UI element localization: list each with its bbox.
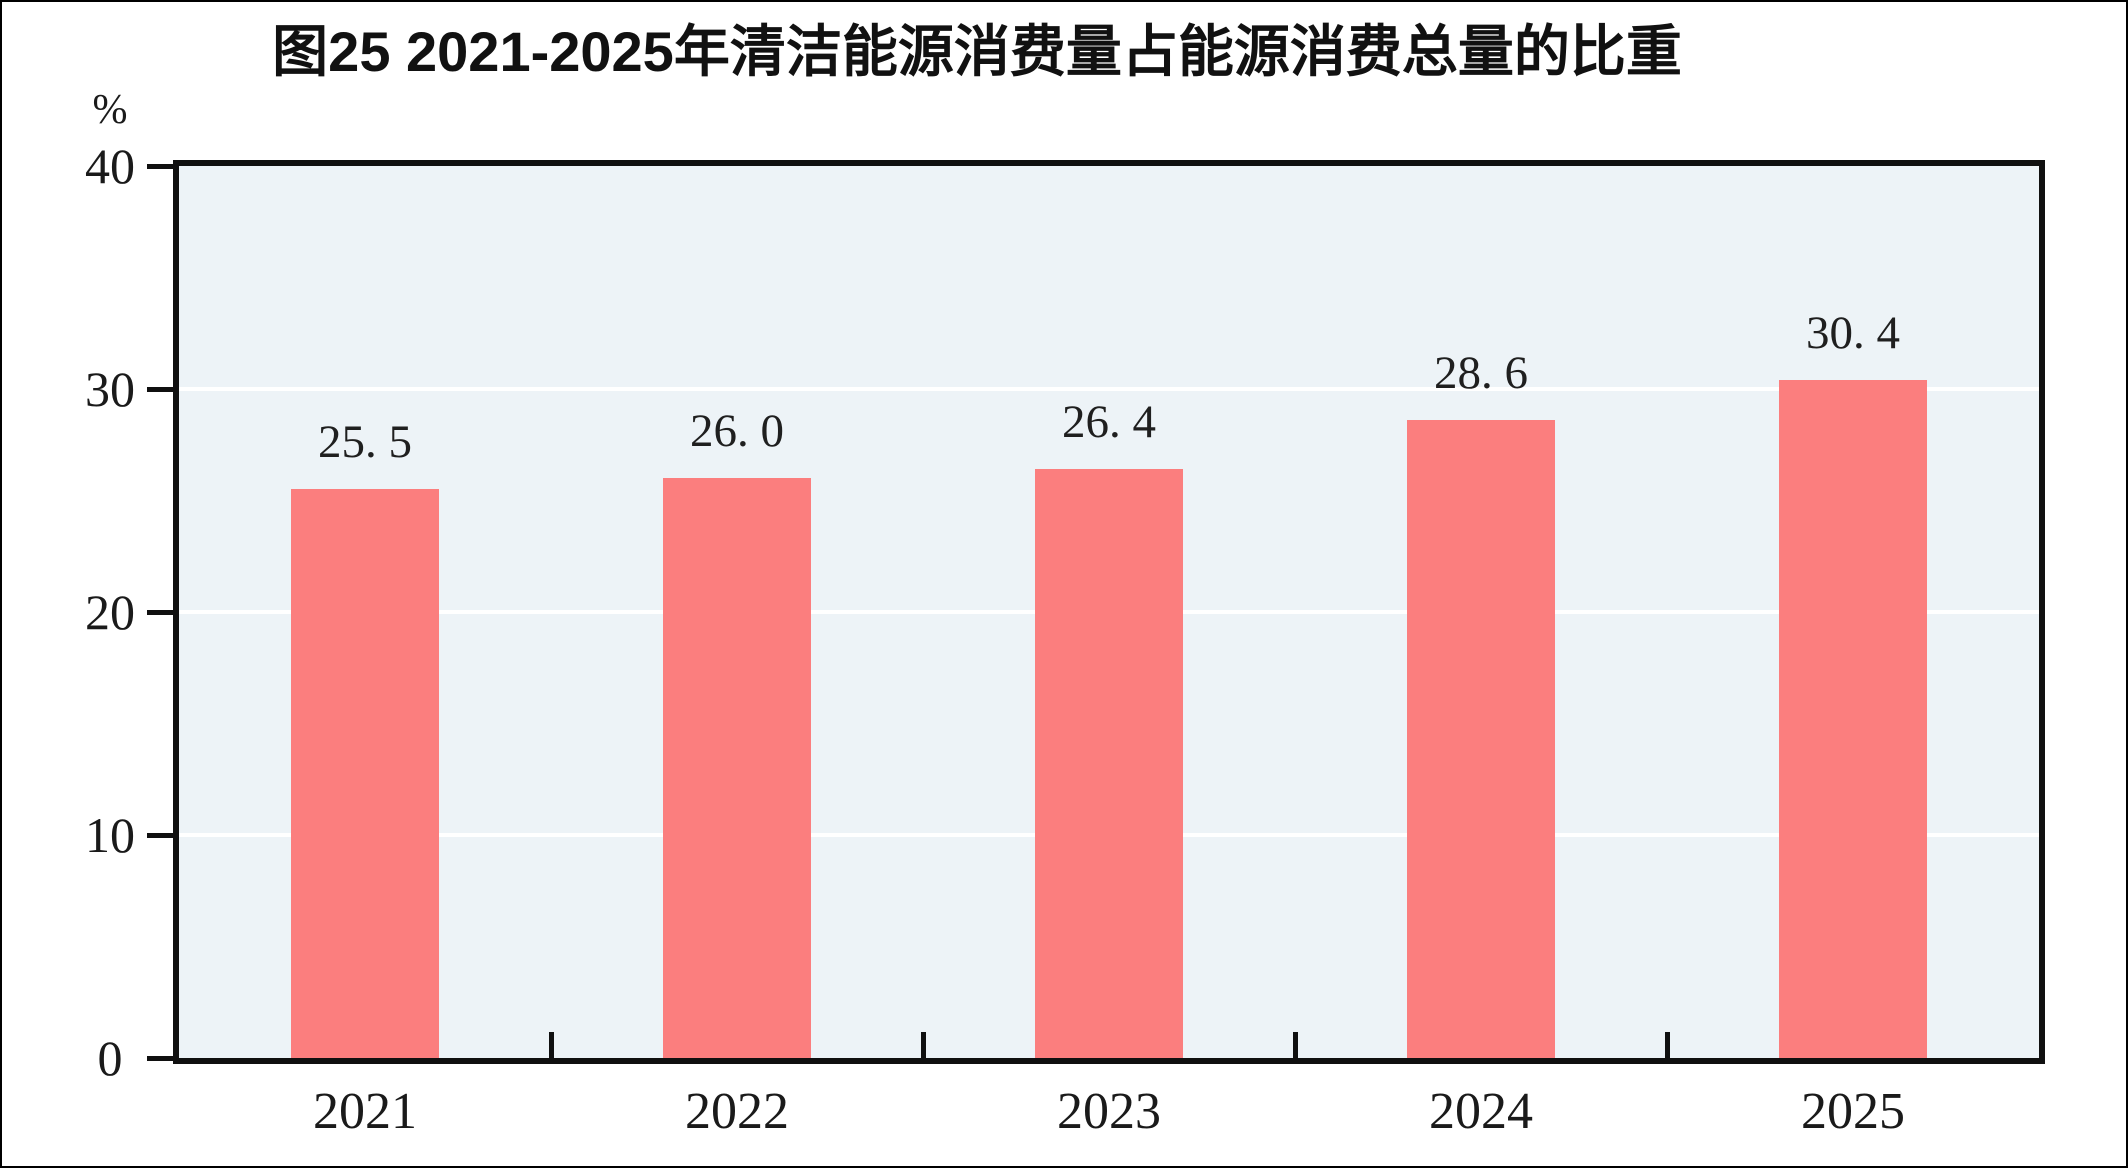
y-axis-tick-label-0: 0 — [97, 1030, 123, 1086]
x-axis-label-2024: 2024 — [1429, 1083, 1533, 1140]
bar-2022 — [663, 478, 811, 1058]
x-axis-label-2022: 2022 — [685, 1083, 789, 1140]
y-axis-tick-label-20: 20 — [85, 584, 135, 640]
y-axis-tick — [147, 386, 177, 392]
bar-value-label-2021: 25. 5 — [318, 416, 412, 469]
bar-value-label-2024: 28. 6 — [1434, 347, 1528, 400]
y-axis-tick — [147, 1055, 177, 1061]
plot-area: 25. 5 26. 0 26. 4 28. 6 30. 4 — [173, 160, 2045, 1064]
bar-2024 — [1407, 420, 1555, 1058]
bar-2025 — [1779, 380, 1927, 1058]
x-axis-label-2023: 2023 — [1057, 1083, 1161, 1140]
y-axis-tick — [147, 609, 177, 615]
bar-value-label-2022: 26. 0 — [690, 405, 784, 458]
bar-2021 — [291, 489, 439, 1058]
bar-2023 — [1035, 469, 1183, 1058]
x-axis-tick — [920, 1032, 926, 1058]
bar-value-label-2025: 30. 4 — [1806, 307, 1900, 360]
y-axis-tick-label-30: 30 — [85, 361, 135, 417]
x-axis-tick — [1292, 1032, 1298, 1058]
x-axis-tick — [548, 1032, 554, 1058]
x-axis-label-2025: 2025 — [1801, 1083, 1905, 1140]
y-axis-tick-label-40: 40 — [85, 138, 135, 194]
x-axis-tick — [1664, 1032, 1670, 1058]
y-axis-tick-label-10: 10 — [85, 807, 135, 863]
x-axis-label-2021: 2021 — [313, 1083, 417, 1140]
chart-title: 图25 2021-2025年清洁能源消费量占能源消费总量的比重 — [272, 20, 1682, 83]
bar-value-label-2023: 26. 4 — [1062, 396, 1156, 449]
y-axis-unit-label: % — [92, 87, 128, 133]
gridline-30 — [179, 387, 2039, 391]
y-axis-tick — [147, 832, 177, 838]
y-axis-tick — [147, 163, 177, 169]
